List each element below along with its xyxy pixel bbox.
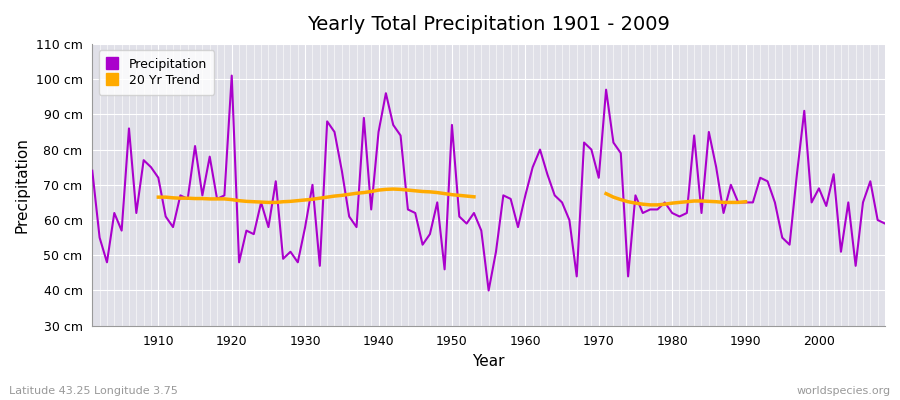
X-axis label: Year: Year [472, 354, 505, 369]
20 Yr Trend [183, 196, 194, 200]
20 Yr Trend [337, 193, 347, 198]
20 Yr Trend [381, 187, 392, 192]
20 Yr Trend [314, 196, 325, 200]
Precipitation [623, 274, 634, 279]
20 Yr Trend [322, 195, 333, 200]
20 Yr Trend [329, 194, 340, 198]
20 Yr Trend [307, 197, 318, 202]
Line: Precipitation: Precipitation [93, 76, 885, 290]
20 Yr Trend [402, 188, 413, 192]
20 Yr Trend [469, 194, 480, 199]
20 Yr Trend [248, 199, 259, 204]
20 Yr Trend [263, 200, 274, 205]
20 Yr Trend [212, 196, 222, 201]
20 Yr Trend [365, 189, 376, 194]
Legend: Precipitation, 20 Yr Trend: Precipitation, 20 Yr Trend [98, 50, 214, 95]
20 Yr Trend [388, 187, 399, 192]
Precipitation [879, 221, 890, 226]
Line: 20 Yr Trend: 20 Yr Trend [158, 189, 474, 202]
20 Yr Trend [358, 190, 369, 195]
Precipitation [87, 168, 98, 173]
20 Yr Trend [425, 190, 436, 194]
20 Yr Trend [153, 195, 164, 200]
20 Yr Trend [241, 199, 252, 204]
20 Yr Trend [160, 195, 171, 200]
Precipitation [226, 73, 237, 78]
Precipitation [527, 165, 538, 170]
Precipitation [358, 116, 369, 120]
20 Yr Trend [278, 199, 289, 204]
20 Yr Trend [439, 191, 450, 196]
20 Yr Trend [292, 198, 303, 203]
20 Yr Trend [270, 200, 281, 205]
Title: Yearly Total Precipitation 1901 - 2009: Yearly Total Precipitation 1901 - 2009 [307, 15, 670, 34]
20 Yr Trend [374, 188, 384, 192]
20 Yr Trend [190, 196, 201, 201]
20 Yr Trend [285, 199, 296, 204]
20 Yr Trend [461, 194, 472, 198]
20 Yr Trend [204, 196, 215, 201]
20 Yr Trend [300, 198, 310, 202]
20 Yr Trend [410, 188, 420, 193]
20 Yr Trend [175, 196, 185, 200]
Precipitation [146, 165, 157, 170]
20 Yr Trend [446, 192, 457, 197]
20 Yr Trend [256, 200, 266, 204]
Precipitation [314, 264, 325, 268]
20 Yr Trend [197, 196, 208, 201]
20 Yr Trend [418, 189, 428, 194]
Precipitation [483, 288, 494, 293]
20 Yr Trend [395, 187, 406, 192]
20 Yr Trend [234, 198, 245, 203]
Text: Latitude 43.25 Longitude 3.75: Latitude 43.25 Longitude 3.75 [9, 386, 178, 396]
20 Yr Trend [344, 192, 355, 197]
20 Yr Trend [454, 193, 464, 198]
Y-axis label: Precipitation: Precipitation [15, 137, 30, 233]
Text: worldspecies.org: worldspecies.org [796, 386, 891, 396]
20 Yr Trend [167, 196, 178, 200]
20 Yr Trend [351, 191, 362, 196]
Precipitation [535, 147, 545, 152]
20 Yr Trend [219, 196, 230, 201]
20 Yr Trend [226, 197, 237, 202]
20 Yr Trend [432, 190, 443, 195]
